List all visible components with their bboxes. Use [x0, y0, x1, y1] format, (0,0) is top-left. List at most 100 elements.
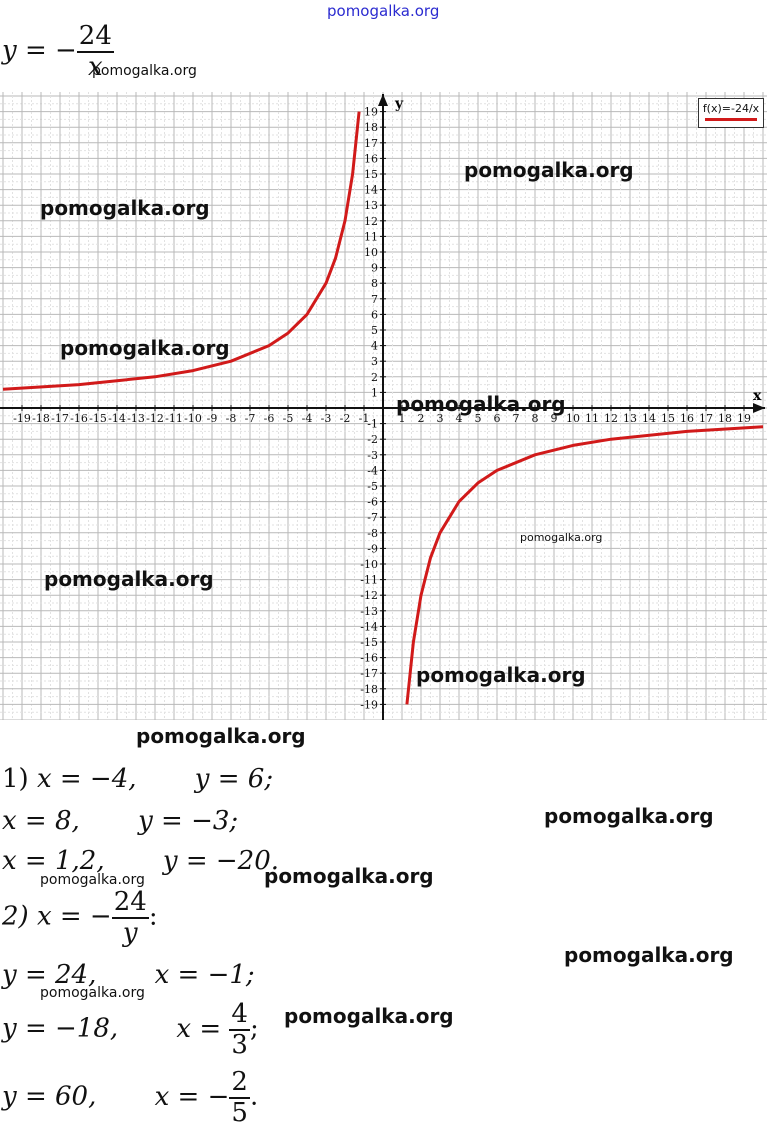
- x-tick-label: -13: [127, 412, 145, 425]
- y-tick-label: 8: [371, 277, 378, 290]
- y-tick-label: 19: [364, 106, 378, 119]
- numerator: 4: [229, 999, 250, 1031]
- x-tick-label: 7: [513, 412, 520, 425]
- x-tick-label: -7: [245, 412, 256, 425]
- y-tick-label: -15: [360, 636, 378, 649]
- x-tick-label: 1: [399, 412, 406, 425]
- watermark: pomogalka.org: [416, 663, 586, 687]
- x-tick-label: 2: [418, 412, 425, 425]
- watermark: pomogalka.org: [264, 864, 434, 888]
- y-tick-label: 1: [371, 386, 378, 399]
- x-tick-label: 5: [475, 412, 482, 425]
- y-tick-label: -6: [367, 496, 378, 509]
- suffix: :: [148, 901, 158, 932]
- y-tick-label: -19: [360, 698, 378, 711]
- item-number-1: 1): [2, 764, 37, 794]
- x-tick-label: -14: [108, 412, 126, 425]
- y-tick-label: -8: [367, 527, 378, 540]
- axes: [0, 94, 765, 720]
- y-axis-label: y: [394, 96, 404, 112]
- x-axis-arrow: [753, 403, 765, 413]
- value-y: y = 24,: [2, 960, 97, 990]
- x-tick-label: 16: [680, 412, 694, 425]
- solution-line-6: y = −18, x = 4 3;: [2, 1000, 259, 1059]
- value-y: y = −18,: [2, 1013, 119, 1044]
- watermark: pomogalka.org: [520, 531, 603, 544]
- y-axis-arrow: [378, 94, 388, 106]
- watermark: pomogalka.org: [44, 567, 214, 591]
- main-formula: y = −24 x: [2, 22, 114, 81]
- watermark: pomogalka.org: [92, 63, 197, 79]
- value-y: y = −20.: [162, 846, 279, 876]
- y-tick-label: 13: [364, 199, 378, 212]
- item-number-2: 2) x = −: [2, 901, 112, 932]
- x-tick-label: -5: [283, 412, 294, 425]
- x-tick-label: 13: [623, 412, 637, 425]
- x-tick-label: -16: [70, 412, 88, 425]
- x-tick-label: -4: [302, 412, 313, 425]
- solution-line-2: x = 8, y = −3;: [2, 806, 238, 836]
- y-tick-label: 11: [364, 230, 378, 243]
- watermark: pomogalka.org: [136, 724, 306, 748]
- y-tick-label: 10: [364, 246, 378, 259]
- function-curves: [2, 111, 764, 705]
- curve-branch-right: [405, 425, 764, 705]
- chart-legend: f(x)=-24/x: [698, 98, 764, 128]
- y-tick-label: -1: [367, 418, 378, 431]
- y-tick-label: -11: [360, 574, 378, 587]
- y-tick-label: -17: [360, 667, 378, 680]
- solution-line-7: y = 60, x = −2 5.: [2, 1068, 258, 1127]
- formula-numerator: 24: [76, 21, 114, 53]
- y-tick-label: -14: [360, 620, 378, 633]
- value-y: y = 6;: [194, 764, 274, 794]
- value-y: y = −3;: [138, 806, 239, 836]
- watermark: pomogalka.org: [284, 1004, 454, 1028]
- y-tick-label: -9: [367, 542, 378, 555]
- x-tick-label: 11: [585, 412, 599, 425]
- watermark: pomogalka.org: [564, 943, 734, 967]
- value-x: x =: [176, 1013, 230, 1044]
- y-tick-label: 3: [371, 355, 378, 368]
- y-tick-label: 7: [371, 293, 378, 306]
- x-tick-label: -2: [340, 412, 351, 425]
- denominator: y: [122, 917, 138, 948]
- watermark: pomogalka.org: [464, 158, 634, 182]
- x-tick-label: 9: [551, 412, 558, 425]
- x-tick-label: 10: [566, 412, 580, 425]
- watermark: pomogalka.org: [40, 985, 145, 1001]
- formula-lhs: y = −: [2, 35, 77, 66]
- x-tick-label: 17: [699, 412, 713, 425]
- y-tick-label: -2: [367, 433, 378, 446]
- y-tick-label: -13: [360, 605, 378, 618]
- y-tick-label: -18: [360, 683, 378, 696]
- y-tick-label: 15: [364, 168, 378, 181]
- value-x: x = 8,: [2, 806, 80, 836]
- y-tick-label: 18: [364, 121, 378, 134]
- solution-line-4: 2) x = −24 y:: [2, 888, 158, 947]
- denominator: 5: [231, 1097, 248, 1128]
- formula-fraction: 24 x: [76, 21, 114, 81]
- watermark: pomogalka.org: [40, 872, 145, 888]
- x-axis-label: x: [753, 388, 762, 404]
- y-tick-labels: -19-18-17-16-15-14-13-12-11-10-9-8-7-6-5…: [360, 106, 386, 711]
- x-tick-label: 3: [437, 412, 444, 425]
- y-tick-label: -4: [367, 464, 378, 477]
- y-tick-label: 4: [371, 340, 378, 353]
- y-tick-label: -7: [367, 511, 378, 524]
- y-tick-label: 14: [364, 184, 378, 197]
- x-tick-label: -15: [89, 412, 107, 425]
- x-tick-label: 18: [718, 412, 732, 425]
- y-tick-label: -3: [367, 449, 378, 462]
- y-tick-label: 6: [371, 308, 378, 321]
- curve-branch-left: [2, 111, 361, 391]
- x-tick-label: -11: [165, 412, 183, 425]
- y-tick-label: 17: [364, 137, 378, 150]
- legend-swatch: [705, 118, 757, 121]
- y-tick-label: 16: [364, 152, 378, 165]
- x-tick-label: 12: [604, 412, 618, 425]
- function-graph: -19 -18 -17 -16 -15 -14 -13 -12 -11 -10 -9 -8 -7 -6 -5…: [0, 92, 767, 720]
- value-y: y = 60,: [2, 1081, 97, 1112]
- x-tick-label: 4: [456, 412, 463, 425]
